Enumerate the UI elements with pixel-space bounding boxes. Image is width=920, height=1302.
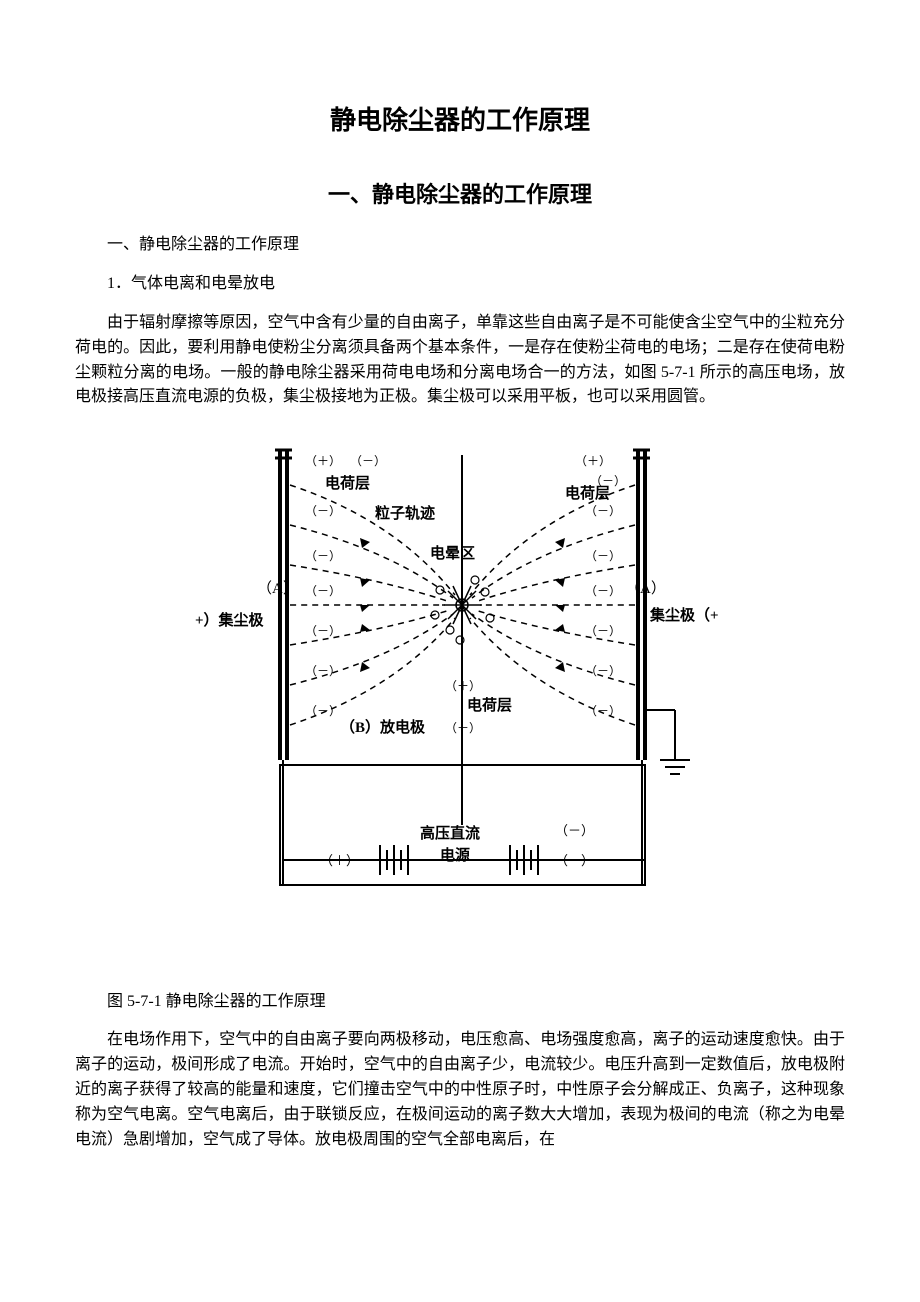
svg-text:（＋）: （＋）	[305, 454, 341, 468]
svg-text:（＋）: （＋）	[575, 454, 611, 468]
svg-text:（－）: （－）	[305, 584, 341, 598]
label-power-2: 电源	[440, 846, 470, 864]
sub-heading: 一、静电除尘器的工作原理	[75, 232, 845, 258]
svg-text:（－）: （－）	[585, 549, 621, 563]
paragraph-1: 由于辐射摩擦等原因，空气中含有少量的自由离子，单靠这些自由离子是不可能使含尘空气…	[75, 311, 845, 410]
svg-text:（－）: （－）	[585, 664, 621, 678]
label-particle-track: 粒子轨迹	[375, 504, 435, 522]
paragraph-2: 在电场作用下，空气中的自由离子要向两极移动，电压愈高、电场强度愈高，离子的运动速…	[75, 1028, 845, 1152]
svg-text:（－）: （－）	[305, 549, 341, 563]
svg-text:（－）: （－）	[305, 704, 341, 718]
svg-text:（＋）: （＋）	[320, 853, 359, 868]
label-collector-left: +）集尘极	[195, 611, 265, 629]
label-discharge-electrode: （B）放电极	[340, 718, 426, 736]
label-a-right: （A）	[625, 580, 666, 597]
svg-text:（－）: （－）	[555, 823, 594, 838]
label-power-1: 高压直流	[420, 824, 480, 842]
document-title: 静电除尘器的工作原理	[75, 100, 845, 142]
esp-diagram: （＋） （－） （＋） （－） （－） （－） （－） （－） （－） （－） …	[195, 430, 725, 939]
label-collector-right: 集尘极（+	[649, 606, 719, 624]
svg-text:（－）: （－）	[585, 504, 621, 518]
svg-text:（－）: （－）	[305, 624, 341, 638]
label-corona-zone: 电晕区	[430, 544, 475, 562]
figure-container: （＋） （－） （＋） （－） （－） （－） （－） （－） （－） （－） …	[75, 430, 845, 939]
section-heading: 一、静电除尘器的工作原理	[75, 177, 845, 212]
label-charge-layer-right: 电荷层	[565, 484, 610, 502]
svg-text:（－）: （－）	[350, 454, 386, 468]
svg-text:（－）: （－）	[585, 584, 621, 598]
label-charge-layer-left: 电荷层	[325, 474, 370, 492]
label-a-left: （A）	[257, 580, 298, 597]
svg-text:（－）: （－）	[305, 664, 341, 678]
item-heading: 1．气体电离和电晕放电	[75, 271, 845, 297]
svg-text:（－）: （－）	[305, 504, 341, 518]
figure-caption: 图 5-7-1 静电除尘器的工作原理	[75, 989, 845, 1015]
svg-text:（－）: （－）	[585, 704, 621, 718]
svg-text:（－）: （－）	[555, 853, 594, 868]
label-charge-layer-bottom: 电荷层	[467, 696, 512, 714]
svg-text:（＋）: （＋）	[445, 679, 481, 693]
svg-text:（－）: （－）	[445, 721, 481, 735]
svg-text:（－）: （－）	[585, 624, 621, 638]
